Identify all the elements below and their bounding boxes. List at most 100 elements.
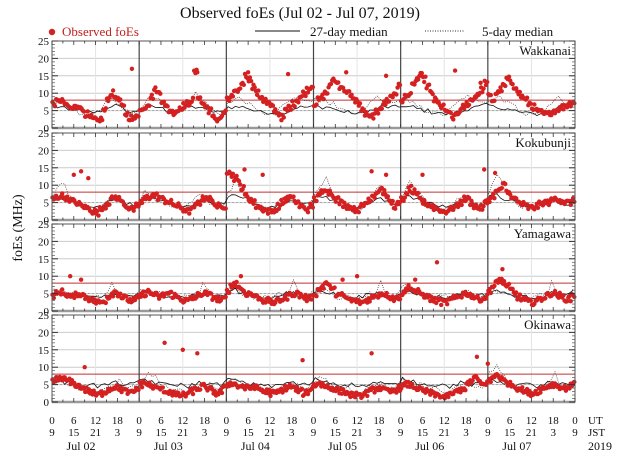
observed-point [397,82,403,88]
observed-point [501,279,507,284]
ut-tick-label: 0 [398,415,404,427]
observed-point [520,385,525,390]
jst-tick-label: 21 [439,427,450,439]
observed-point [485,79,490,85]
observed-point [474,354,480,359]
observed-point [279,197,284,203]
ut-tick-label: 18 [112,415,124,427]
observed-point [290,99,295,104]
observed-point [492,170,498,176]
ut-tick-label: 6 [420,415,426,427]
observed-point [219,390,225,396]
ut-axis-label: UT [588,415,603,427]
observed-point [195,351,200,356]
ut-tick-label: 12 [90,415,101,427]
observed-point [136,387,141,393]
ut-tick-label: 12 [264,415,275,427]
observed-point [506,281,512,287]
y-tick-label: 10 [38,88,50,100]
observed-point [483,296,489,301]
observed-point [478,80,483,86]
observed-point [208,106,214,111]
legend-observed-label: Observed foEs [62,24,139,39]
observed-point [466,102,472,108]
observed-point [265,211,271,216]
jst-tick-label: 3 [550,427,556,439]
observed-point [448,110,453,116]
observed-point [314,294,319,299]
observed-point [190,95,196,101]
observed-point [118,291,123,296]
observed-point [103,300,109,306]
jst-tick-label: 9 [49,427,55,439]
y-tick-label: 10 [38,362,50,374]
observed-point [252,386,257,392]
observed-point [434,260,440,265]
observed-point [349,92,354,98]
observed-point [568,299,573,304]
observed-point [321,286,326,291]
observed-point [568,202,573,207]
jst-tick-label: 9 [224,427,230,439]
observed-point [463,289,468,295]
observed-point [149,92,154,98]
observed-point [413,277,418,282]
observed-point [236,178,242,184]
day-label: Jul 07 [502,439,531,453]
observed-point [327,188,332,193]
observed-point [321,96,326,102]
y-tick-label: 5 [44,106,50,118]
observed-point [71,172,77,177]
observed-point [481,86,486,91]
observed-point [506,74,512,79]
observed-point [260,172,265,177]
observed-point [369,169,374,174]
y-tick-label: 25 [38,310,50,322]
observed-point [118,97,123,102]
observed-point [328,81,334,87]
ut-tick-label: 18 [461,415,473,427]
observed-point [183,103,188,108]
observed-point [273,107,278,112]
observed-point [543,296,548,301]
observed-point [470,378,475,383]
observed-point [227,290,232,295]
observed-point [416,190,421,196]
observed-point [78,169,84,174]
observed-point [60,191,65,196]
observed-point [309,297,314,302]
observed-point [131,208,136,213]
day-label: Jul 02 [67,439,96,453]
ut-tick-label: 0 [49,415,55,427]
observed-point [68,274,73,279]
observed-point [528,101,533,106]
ut-tick-label: 0 [311,415,317,427]
observed-point [474,202,479,208]
observed-point [136,114,141,119]
observed-point [481,204,486,209]
observed-point [332,285,337,290]
observed-point [192,205,197,210]
observed-point [340,85,346,91]
observed-point [482,167,487,172]
y-tick-label: 0 [44,123,50,135]
observed-point [238,274,244,279]
observed-point [399,386,404,391]
observed-point [356,210,361,215]
observed-point [106,98,111,104]
y-tick-label: 15 [38,163,50,175]
ut-tick-label: 6 [333,415,339,427]
observed-point [498,85,503,90]
observed-point [372,195,377,200]
observed-point [420,291,426,297]
ut-tick-label: 12 [352,415,363,427]
observed-point [231,178,237,184]
observed-point [572,379,577,385]
observed-point [198,95,203,100]
observed-point [462,194,467,199]
observed-point [491,191,496,197]
observed-point [445,302,450,307]
chart-title: Observed foEs (Jul 02 - Jul 07, 2019) [180,5,420,22]
observed-point [242,387,248,392]
observed-point [517,89,523,95]
